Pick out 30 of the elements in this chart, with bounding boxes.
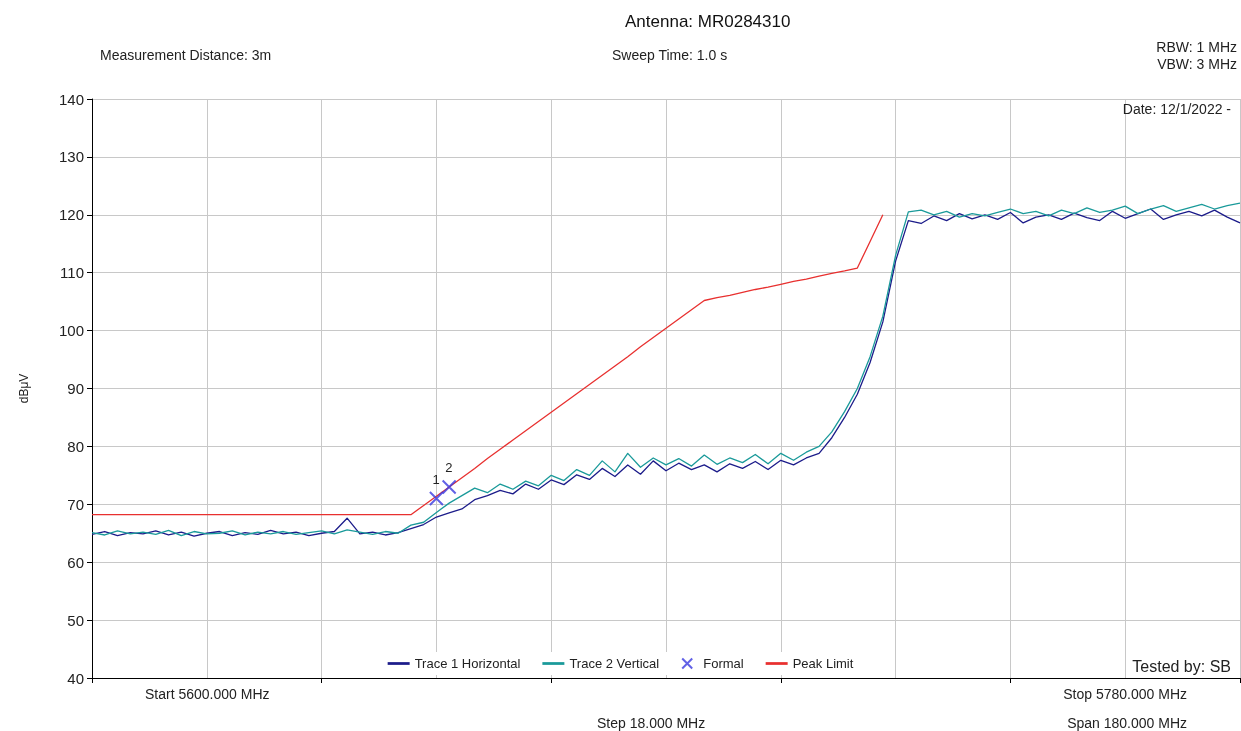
chart-title: Antenna: MR0284310 <box>625 12 791 31</box>
text: RBW: 1 MHz <box>1156 39 1237 55</box>
y-tick-label: 140 <box>58 90 84 108</box>
line-series <box>91 214 884 516</box>
y-tick-label: 80 <box>67 437 84 455</box>
y-tick-label: 60 <box>67 553 84 571</box>
annotation: 2 <box>445 459 453 475</box>
y-tick-label: 40 <box>67 669 84 687</box>
y-tick-label: 90 <box>67 380 84 397</box>
y-tick-label: 110 <box>60 264 84 282</box>
text: Sweep Time: 1.0 s <box>612 47 728 63</box>
text: Span 180.000 MHz <box>1067 715 1187 731</box>
legend-label: Formal <box>703 656 744 671</box>
y-tick-label: 50 <box>67 611 84 629</box>
annotation: Date: 12/1/2022 - <box>1122 101 1232 117</box>
annotation: Tested by: SB <box>1132 657 1231 675</box>
legend-label: Peak Limit <box>792 656 854 671</box>
text: Step 18.000 MHz <box>597 715 706 731</box>
y-axis-title: dBμV <box>17 373 31 404</box>
text: Measurement Distance: 3m <box>100 47 272 63</box>
y-tick-label: 130 <box>58 148 84 166</box>
text: Start 5600.000 MHz <box>145 686 270 702</box>
y-tick-label: 100 <box>58 322 84 340</box>
legend-label: Trace 1 Horizontal <box>414 656 521 671</box>
text: VBW: 3 MHz <box>1157 56 1238 72</box>
text: Stop 5780.000 MHz <box>1063 686 1188 702</box>
legend-label: Trace 2 Vertical <box>569 656 660 671</box>
annotation: 1 <box>432 471 440 487</box>
y-tick-label: 120 <box>58 206 84 224</box>
y-tick-label: 70 <box>67 495 84 513</box>
